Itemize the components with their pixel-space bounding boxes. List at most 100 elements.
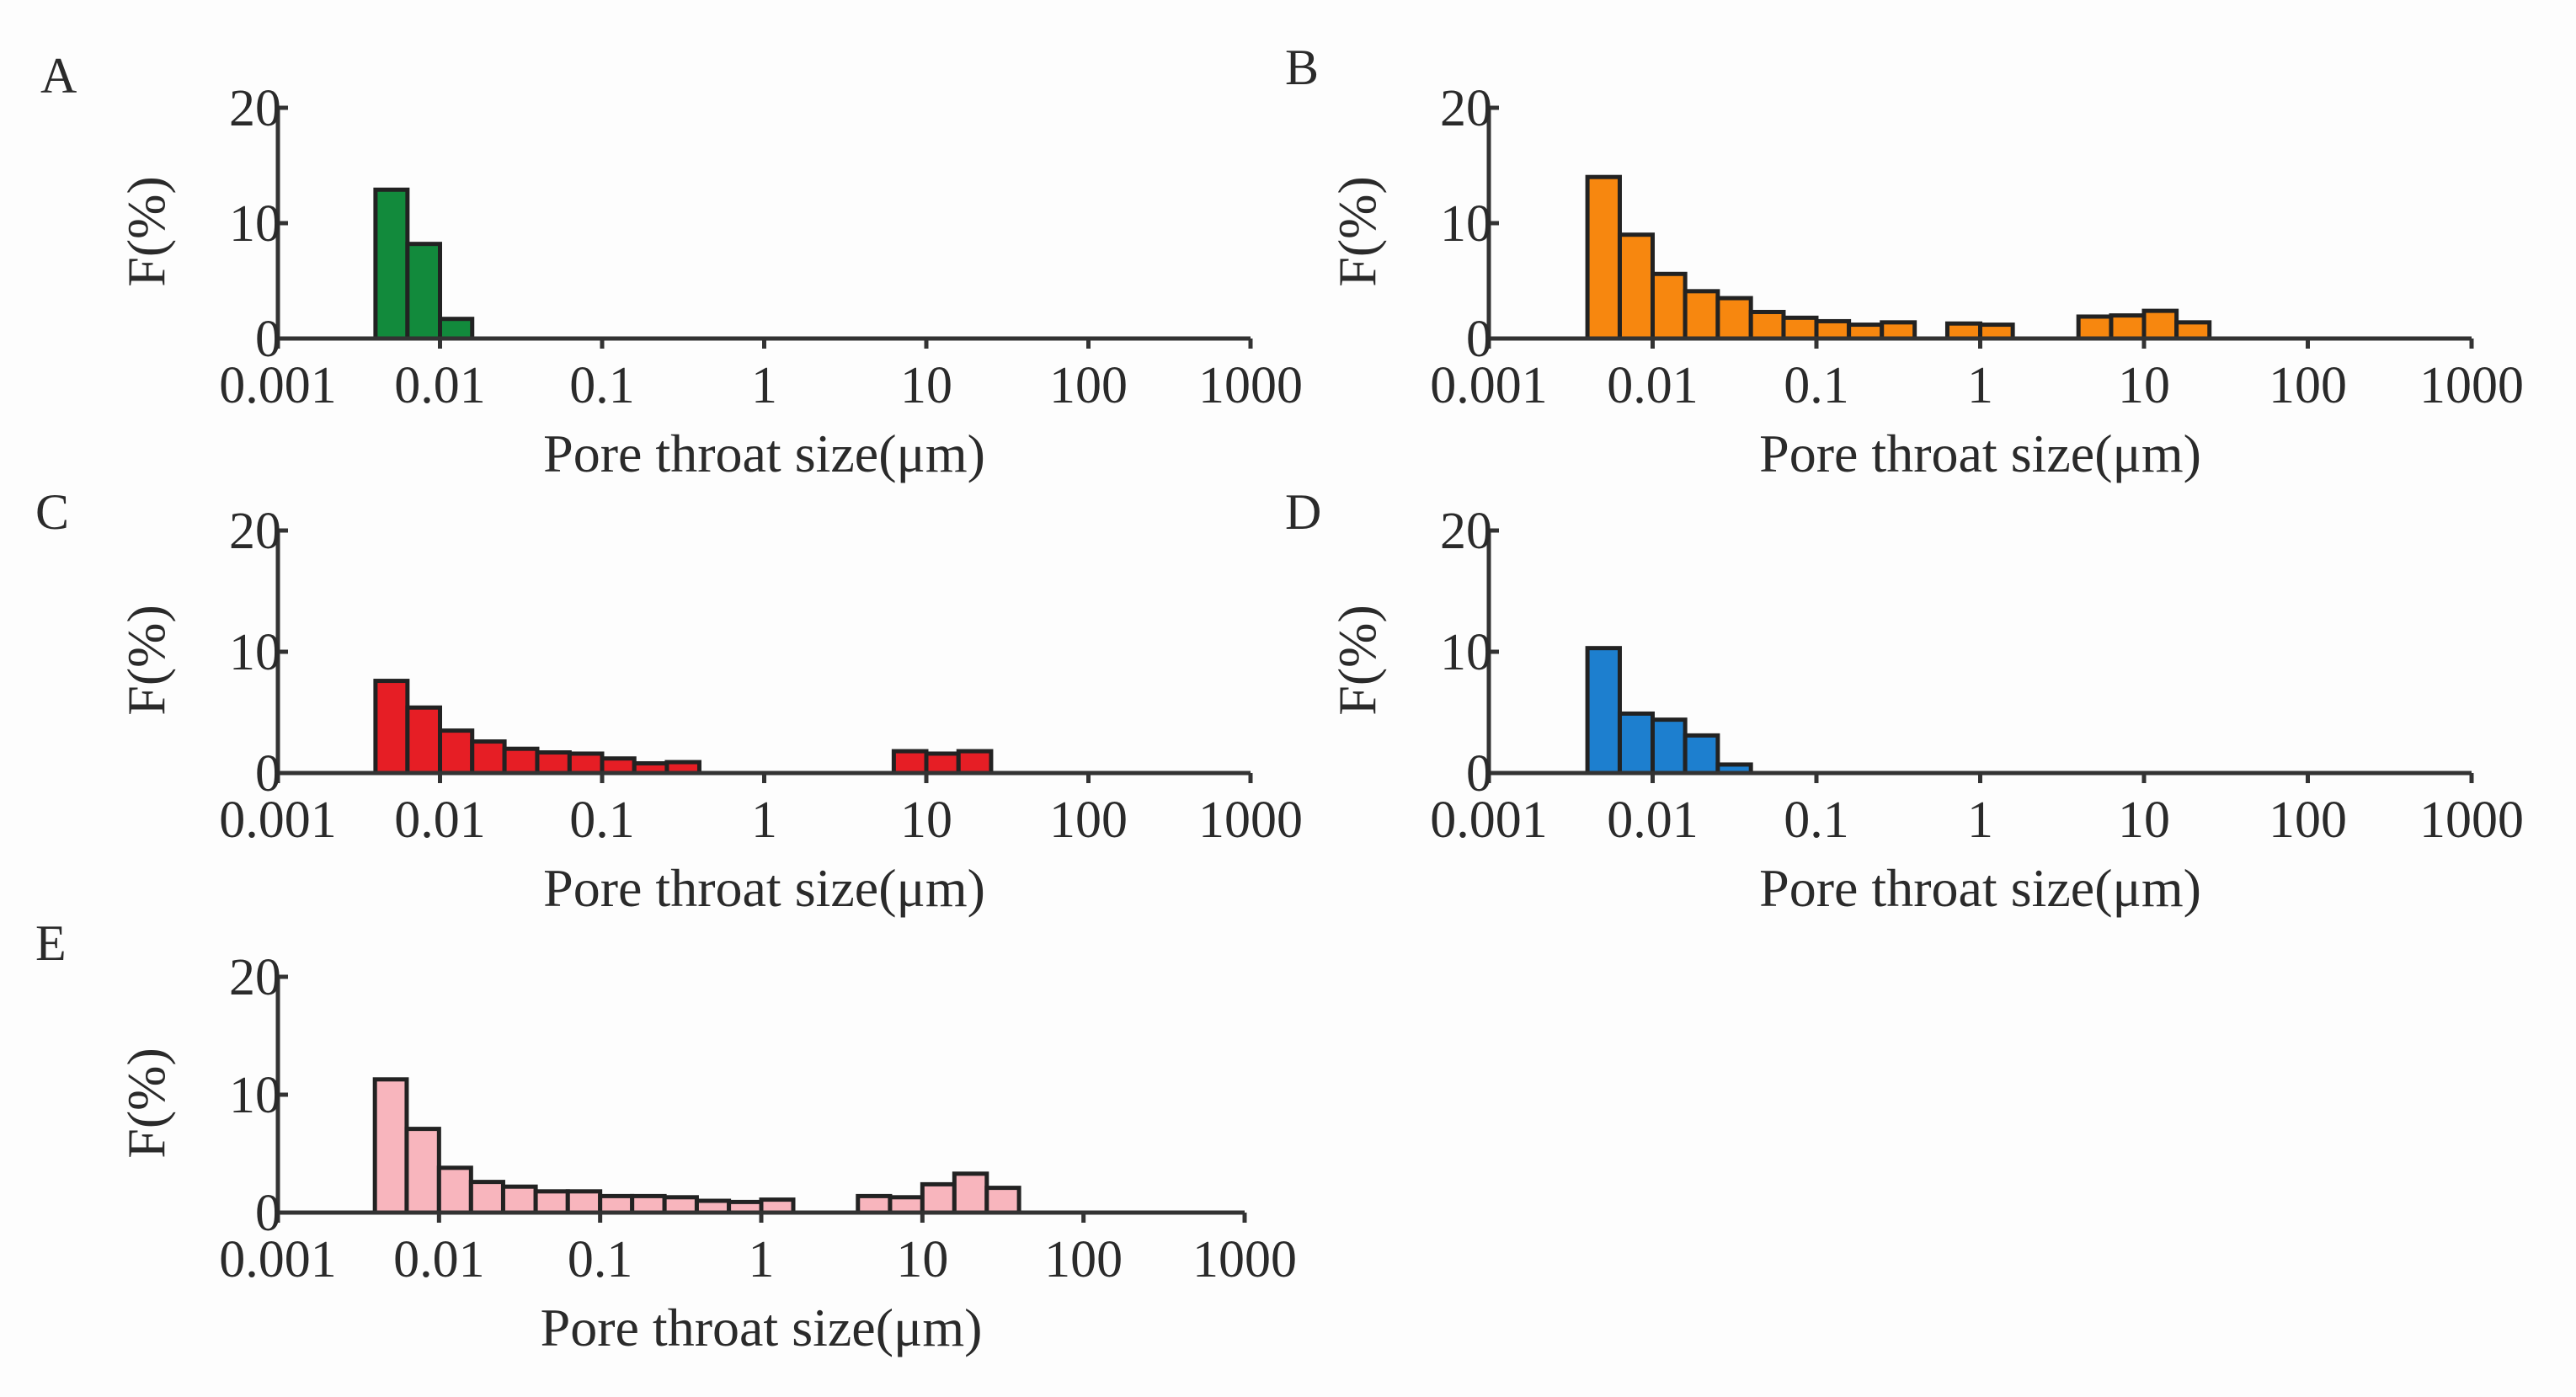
panel-a: 0.001 0.01 0.1 1 10 100 1000 0 10 20 Pore throat s… (40, 48, 1303, 483)
bar (2076, 314, 2114, 341)
bar (567, 751, 605, 776)
x-tick-label: 0.01 (1607, 792, 1699, 849)
bar (373, 187, 410, 341)
panel-d: 0.001 0.01 0.1 1 10 100 1000 0 10 20 Pore throat s… (1285, 484, 2524, 918)
y-tick-label: 20 (1440, 80, 1492, 137)
y-tick-label: 0 (255, 1185, 281, 1242)
y-tick-label: 10 (229, 624, 281, 681)
panel-letter: E (35, 915, 67, 971)
y-tick-label: 20 (229, 80, 281, 137)
bar (1651, 717, 1688, 776)
bar (1748, 309, 1786, 341)
x-tick-label: 0.001 (219, 357, 337, 414)
y-tick-label: 0 (255, 311, 281, 368)
x-tick-label: 10 (900, 792, 952, 849)
y-tick-label: 10 (229, 1067, 281, 1124)
x-axis-title: Pore throat size(μm) (1759, 858, 2201, 918)
bar (600, 756, 637, 776)
x-tick-label: 0.1 (568, 1231, 633, 1288)
bar (535, 750, 572, 776)
bar (1781, 315, 1819, 341)
x-tick-label: 100 (1049, 357, 1128, 414)
bar (1814, 318, 1852, 341)
bar (956, 749, 994, 776)
x-tick-label: 10 (2118, 357, 2170, 414)
y-tick-label: 20 (1440, 503, 1492, 560)
x-tick-label: 0.1 (569, 792, 635, 849)
x-axis-title: Pore throat size(μm) (543, 858, 985, 918)
bar (1944, 321, 1982, 341)
x-tick-label: 0.01 (1607, 357, 1699, 414)
x-axis-title: Pore throat size(μm) (541, 1298, 983, 1357)
x-tick-label: 1000 (1198, 357, 1303, 414)
bar (920, 1181, 957, 1215)
bar (1585, 646, 1622, 776)
x-tick-label: 1000 (2419, 357, 2524, 414)
panel-c: 0.001 0.01 0.1 1 10 100 1000 0 10 20 Pore throat s… (35, 484, 1303, 918)
y-axis-title: F(%) (116, 605, 176, 716)
bar (1617, 711, 1655, 776)
x-tick-label: 0.1 (1784, 357, 1849, 414)
x-tick-label: 1 (751, 357, 777, 414)
y-tick-label: 20 (229, 503, 281, 560)
x-tick-label: 0.001 (1430, 792, 1548, 849)
bar (373, 679, 410, 776)
y-axis-title: F(%) (116, 176, 176, 287)
bar (1880, 320, 1917, 341)
bar (1683, 289, 1720, 341)
x-tick-label: 100 (1049, 792, 1128, 849)
x-tick-label: 1000 (2419, 792, 2524, 849)
bar (405, 242, 442, 341)
bar (630, 1193, 667, 1215)
y-axis-title: F(%) (1327, 176, 1387, 287)
x-tick-label: 100 (2269, 357, 2347, 414)
bar (2109, 313, 2147, 341)
bar (500, 1184, 538, 1215)
x-tick-label: 10 (896, 1231, 948, 1288)
x-tick-label: 0.1 (569, 357, 635, 414)
bar (372, 1077, 409, 1215)
bar (984, 1186, 1021, 1215)
bar (952, 1171, 989, 1215)
bar (2174, 320, 2212, 341)
x-axis-title: Pore throat size(μm) (543, 424, 985, 483)
bar (436, 1165, 473, 1215)
bar (891, 749, 929, 776)
bar (502, 746, 540, 776)
bar (856, 1193, 893, 1215)
bar (565, 1189, 603, 1215)
x-tick-label: 0.01 (394, 357, 486, 414)
x-tick-label: 0.1 (1784, 792, 1849, 849)
bar (470, 739, 507, 776)
x-tick-label: 10 (900, 357, 952, 414)
panel-b: 0.001 0.01 0.1 1 10 100 1000 0 10 20 Pore throat s… (1285, 40, 2524, 483)
y-tick-label: 0 (1466, 745, 1492, 802)
y-axis-title: F(%) (116, 1048, 176, 1159)
bar (662, 1195, 699, 1215)
x-tick-label: 0.01 (394, 792, 486, 849)
bar (924, 751, 961, 776)
bar (468, 1180, 505, 1215)
bar (598, 1193, 635, 1215)
x-tick-label: 0.001 (1430, 357, 1548, 414)
bar (404, 1127, 441, 1215)
bar (2141, 308, 2179, 341)
panel-letter: B (1285, 40, 1319, 95)
bar (888, 1195, 925, 1215)
bar (405, 705, 442, 776)
x-tick-label: 100 (2269, 792, 2347, 849)
x-tick-label: 1 (751, 792, 777, 849)
bar (438, 317, 475, 341)
bar (533, 1189, 570, 1215)
bar (1683, 733, 1720, 776)
y-tick-label: 0 (1466, 311, 1492, 368)
bar (1585, 174, 1622, 341)
x-tick-label: 1000 (1198, 792, 1303, 849)
x-tick-label: 1000 (1192, 1231, 1297, 1288)
panel-e: 0.001 0.01 0.1 1 10 100 1000 0 10 20 Pore throat s… (35, 915, 1297, 1357)
bar (1651, 271, 1688, 341)
y-tick-label: 0 (255, 745, 281, 802)
x-tick-label: 0.001 (219, 1231, 337, 1288)
y-tick-label: 10 (229, 195, 281, 253)
